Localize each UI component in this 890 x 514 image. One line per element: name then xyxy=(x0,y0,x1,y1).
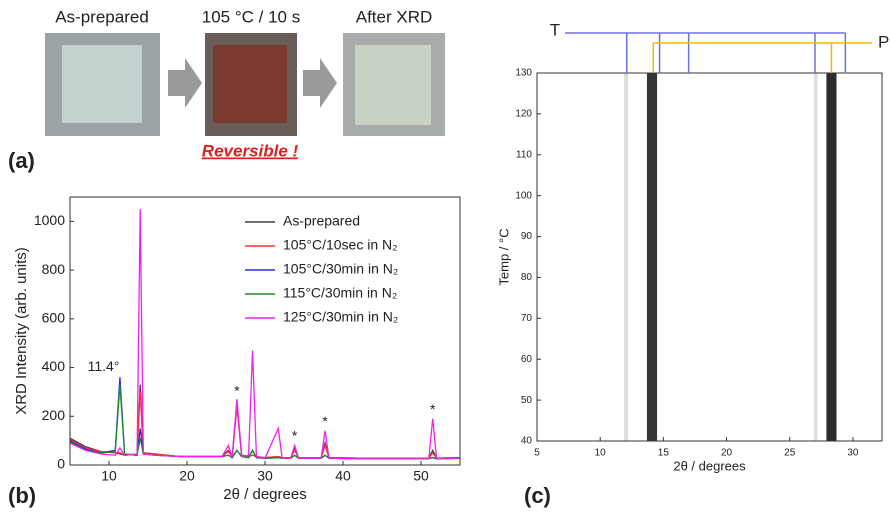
marker-label: P xyxy=(878,32,889,51)
photo-sample xyxy=(62,45,142,123)
panel-label: (c) xyxy=(524,483,551,508)
y-axis-label: Temp / °C xyxy=(496,228,511,285)
x-axis-label: 2θ / degrees xyxy=(223,486,306,503)
photo-label: As-prepared xyxy=(55,7,149,26)
intensity-band xyxy=(826,73,837,441)
y-tick-label: 800 xyxy=(42,261,66,277)
legend-label: 115°C/30min in N₂ xyxy=(283,285,397,301)
y-tick-label: 110 xyxy=(516,149,532,160)
y-tick-label: 0 xyxy=(57,456,65,472)
photo-label: 105 °C / 10 s xyxy=(202,7,300,26)
arrow xyxy=(303,58,337,108)
x-tick-label: 20 xyxy=(179,468,195,484)
x-tick-label: 20 xyxy=(721,448,733,459)
data-line xyxy=(69,384,461,459)
panel-label: (a) xyxy=(8,148,35,173)
legend-label: As-prepared xyxy=(283,213,360,229)
y-tick-label: 130 xyxy=(515,68,532,79)
data-line xyxy=(69,209,461,460)
y-axis-label: XRD Intensity (arb. units) xyxy=(13,247,30,415)
y-tick-label: 60 xyxy=(521,354,533,365)
photo-sample xyxy=(355,45,431,125)
plot-background xyxy=(537,73,882,441)
y-tick-label: 40 xyxy=(521,436,533,447)
intensity-band xyxy=(813,73,818,441)
x-tick-label: 40 xyxy=(335,468,351,484)
data-line xyxy=(69,384,461,460)
y-tick-label: 200 xyxy=(42,407,66,423)
y-tick-label: 80 xyxy=(521,272,533,283)
annotation: 11.4° xyxy=(88,358,120,374)
photo-sample xyxy=(213,45,287,123)
x-tick-label: 15 xyxy=(658,448,670,459)
x-tick-label: 30 xyxy=(847,448,859,459)
y-tick-label: 120 xyxy=(515,109,532,120)
plot-frame xyxy=(69,196,461,466)
y-tick-label: 400 xyxy=(42,358,66,374)
legend-label: 105°C/30min in N₂ xyxy=(283,261,398,277)
y-tick-label: 50 xyxy=(521,395,533,406)
plot-frame xyxy=(536,72,883,442)
x-tick-label: 10 xyxy=(595,448,607,459)
data-line xyxy=(69,391,461,459)
arrow xyxy=(168,58,202,108)
photo-label: After XRD xyxy=(356,7,433,26)
y-tick-label: 600 xyxy=(42,310,66,326)
x-tick-label: 50 xyxy=(413,468,429,484)
x-tick-label: 30 xyxy=(257,468,273,484)
reversible-note: Reversible ! xyxy=(202,141,299,160)
y-tick-label: 1000 xyxy=(34,212,65,228)
y-tick-label: 70 xyxy=(521,313,533,324)
legend-label: 105°C/10sec in N₂ xyxy=(283,237,398,253)
x-tick-label: 10 xyxy=(101,468,117,484)
annotation: * xyxy=(234,383,240,399)
data-line xyxy=(69,377,461,460)
marker-label: T xyxy=(550,20,560,39)
intensity-band xyxy=(624,73,628,441)
x-tick-label: 25 xyxy=(784,448,796,459)
intensity-band xyxy=(646,73,658,441)
legend-label: 125°C/30min in N₂ xyxy=(283,309,398,325)
y-tick-label: 90 xyxy=(521,231,533,242)
annotation: * xyxy=(292,428,298,444)
annotation: * xyxy=(430,401,436,417)
annotation: * xyxy=(322,413,328,429)
y-tick-label: 100 xyxy=(515,190,532,201)
x-axis-label: 2θ / degrees xyxy=(673,458,746,473)
panel-label: (b) xyxy=(8,483,36,508)
x-tick-label: 5 xyxy=(534,448,540,459)
